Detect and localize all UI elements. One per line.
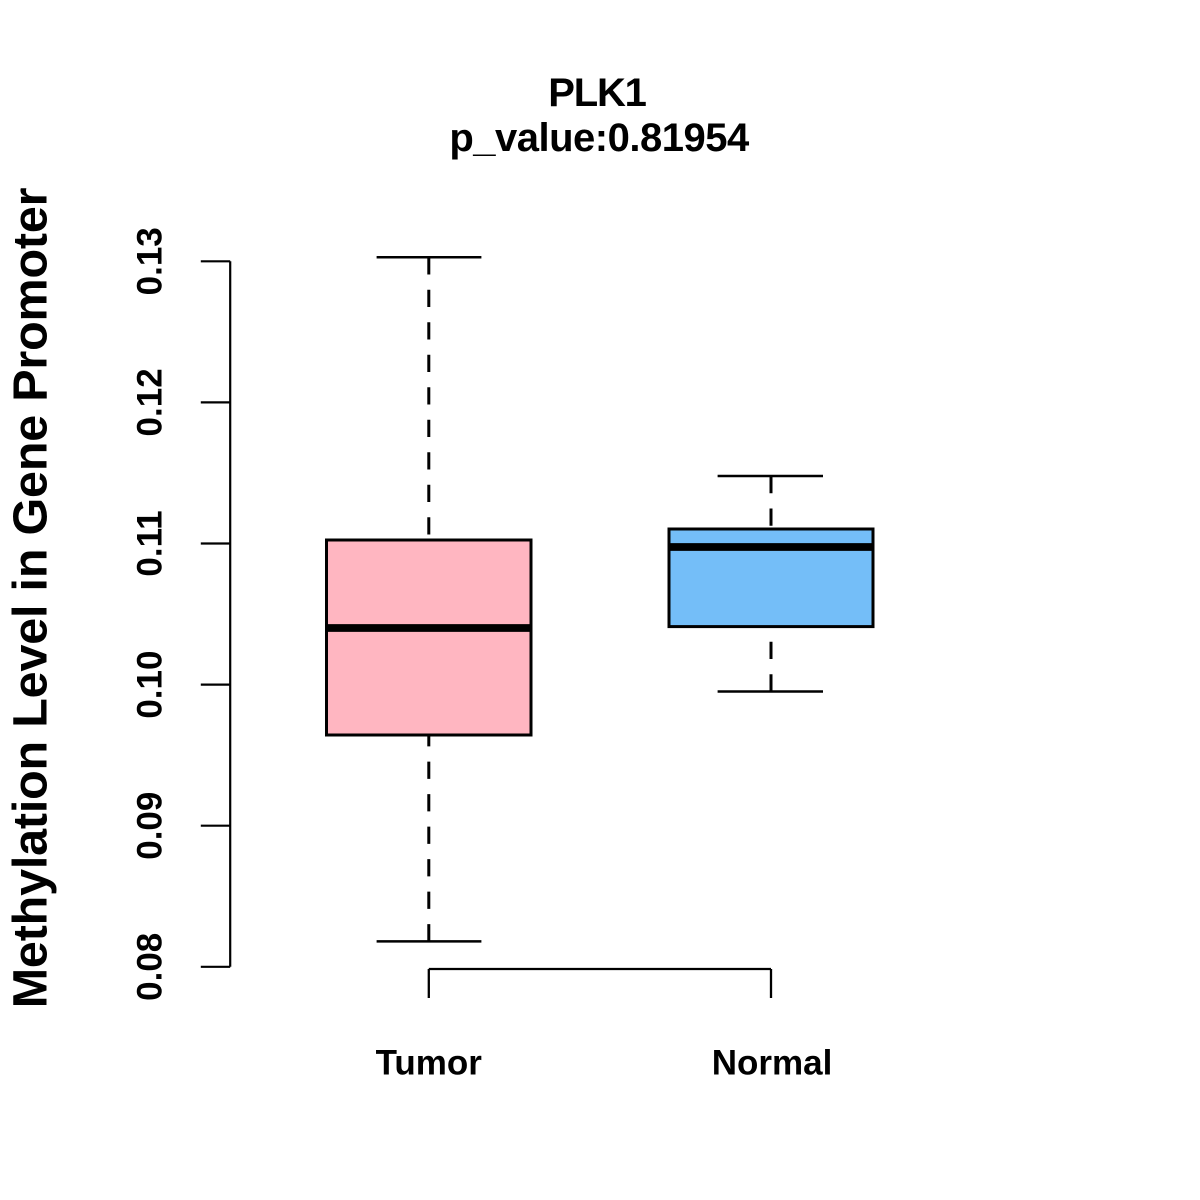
svg-text:0.13: 0.13 [131, 227, 170, 295]
svg-text:0.08: 0.08 [131, 933, 170, 1001]
svg-text:0.12: 0.12 [131, 368, 170, 436]
svg-text:0.09: 0.09 [131, 792, 170, 860]
svg-text:Methylation Level in Gene Prom: Methylation Level in Gene Promoter [4, 187, 58, 1008]
svg-text:0.10: 0.10 [131, 651, 170, 719]
svg-text:0.11: 0.11 [131, 510, 170, 576]
svg-text:p_value:0.81954: p_value:0.81954 [449, 116, 750, 160]
svg-text:Tumor: Tumor [376, 1043, 483, 1082]
svg-text:PLK1: PLK1 [548, 71, 646, 115]
svg-text:Normal: Normal [712, 1043, 833, 1082]
